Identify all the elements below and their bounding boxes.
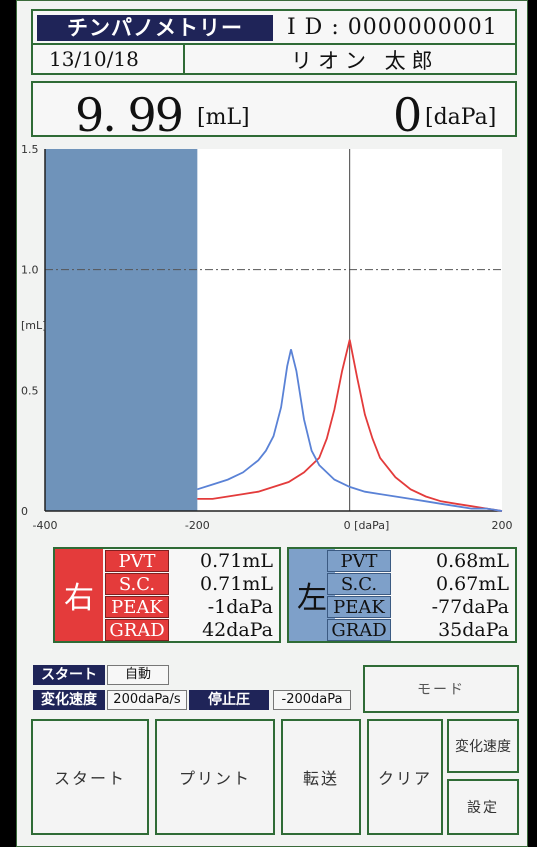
header-divider [33, 43, 515, 45]
right-pvt-label: PVT [105, 550, 169, 572]
x-tick-label: 0 [daPa] [344, 519, 390, 532]
right-peak-value: -1daPa [207, 596, 273, 618]
left-ear-curve [197, 349, 503, 512]
right-ear-label: 右 [55, 549, 103, 641]
transfer-button[interactable]: 転送 [281, 719, 361, 835]
start-button[interactable]: スタート [31, 719, 149, 835]
right-pvt-value: 0.71mL [200, 550, 273, 572]
mode-button[interactable]: モード [363, 665, 519, 713]
app-title: チンパノメトリー [37, 15, 273, 41]
pressure-unit: [daPa] [425, 105, 497, 130]
exam-date: 13/10/18 [49, 47, 139, 71]
rate-value: 200daPa/s [107, 690, 187, 710]
start-mode-value: 自動 [107, 665, 169, 685]
y-tick-label: 1.5 [21, 143, 39, 156]
left-pvt-value: 0.68mL [436, 550, 509, 572]
rate-label: 変化速度 [33, 690, 105, 710]
left-sc-label: S.C. [327, 573, 391, 595]
volume-unit: [mL] [197, 105, 250, 130]
readout-panel [31, 81, 517, 137]
right-grad-label: GRAD [105, 619, 169, 641]
stop-pressure-label: 停止圧 [189, 690, 269, 710]
pressure-value: 0 [393, 88, 423, 142]
x-tick-label: -400 [33, 519, 58, 532]
x-tick-label: -200 [185, 519, 210, 532]
clear-button[interactable]: クリア [367, 719, 443, 835]
patient-name: リオン 太郎 [291, 49, 439, 73]
rate-button[interactable]: 変化速度 [447, 719, 519, 773]
header-divider-vertical [183, 45, 185, 73]
left-peak-value: -77daPa [431, 596, 509, 618]
left-grad-label: GRAD [327, 619, 391, 641]
left-pvt-label: PVT [327, 550, 391, 572]
left-peak-label: PEAK [327, 596, 391, 618]
print-button[interactable]: プリント [155, 719, 275, 835]
y-tick-label: 1.0 [21, 264, 39, 277]
volume-value: 9. 99 [75, 88, 184, 142]
right-peak-label: PEAK [105, 596, 169, 618]
left-sc-value: 0.67mL [436, 573, 509, 595]
pressure-shaded-region [45, 149, 198, 511]
patient-id: I D : 0000000001 [287, 15, 498, 40]
y-tick-label: 0.5 [21, 384, 39, 397]
right-sc-value: 0.71mL [200, 573, 273, 595]
stop-pressure-value: -200daPa [273, 690, 351, 710]
left-grad-value: 35daPa [438, 619, 509, 641]
device-screen: チンパノメトリー I D : 0000000001 13/10/18 リオン 太… [16, 0, 528, 847]
y-tick-label: 0 [21, 505, 28, 518]
y-axis-label: [mL] [21, 319, 46, 332]
right-grad-value: 42daPa [202, 619, 273, 641]
settings-button[interactable]: 設定 [447, 779, 519, 835]
right-sc-label: S.C. [105, 573, 169, 595]
right-ear-curve [197, 339, 503, 512]
start-mode-label: スタート [33, 665, 105, 685]
x-tick-label: 200 [492, 519, 513, 532]
tympanogram-chart: 1.5 1.0 0.5 0 -400 -200 0 [daPa] 200 [mL] [21, 143, 513, 532]
